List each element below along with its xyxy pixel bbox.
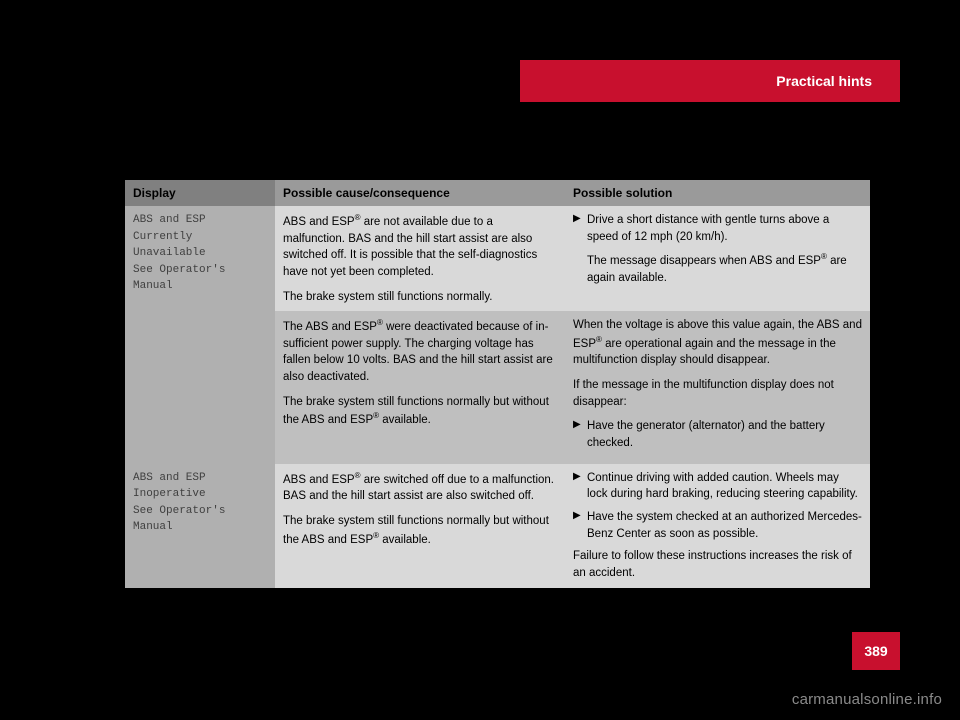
triangle-icon: ▶: [573, 418, 587, 451]
solution-para: When the voltage is above this value aga…: [573, 317, 862, 369]
triangle-icon: [573, 251, 587, 286]
bullet-text: Drive a short distance with gentle turns…: [587, 212, 862, 245]
cause-para: The brake system still functions normall…: [283, 289, 557, 306]
cause-para: ABS and ESP® are not available due to a …: [283, 212, 557, 281]
col-header-solution: Possible solution: [565, 180, 870, 206]
display-line: See Operator's Manual: [133, 503, 267, 536]
triangle-icon: ▶: [573, 509, 587, 542]
display-cell: ABS and ESPCurrently UnavailableSee Oper…: [125, 206, 275, 464]
bullet-text: Have the system checked at an authorized…: [587, 509, 862, 542]
solution-bullet: ▶Drive a short distance with gentle turn…: [573, 212, 862, 245]
solution-bullet: ▶Have the system checked at an authorize…: [573, 509, 862, 542]
cause-para: The ABS and ESP® were deactivated becaus…: [283, 317, 557, 386]
display-line: Currently Unavailable: [133, 229, 267, 262]
cause-cell: ABS and ESP® are switched off due to a m…: [275, 464, 565, 588]
table-row: ABS and ESPCurrently UnavailableSee Oper…: [125, 206, 870, 311]
table-row: ABS and ESPInoperativeSee Operator's Man…: [125, 464, 870, 588]
triangle-icon: ▶: [573, 212, 587, 245]
display-line: See Operator's Manual: [133, 262, 267, 295]
cause-cell: ABS and ESP® are not available due to a …: [275, 206, 565, 311]
cause-para: The brake system still functions normall…: [283, 513, 557, 548]
page-number: 389: [864, 643, 887, 659]
display-cell: ABS and ESPInoperativeSee Operator's Man…: [125, 464, 275, 588]
table-header-row: Display Possible cause/consequence Possi…: [125, 180, 870, 206]
bullet-text: Continue driving with added caution. Whe…: [587, 470, 862, 503]
solution-cell: When the voltage is above this value aga…: [565, 311, 870, 464]
section-tab-label: Practical hints: [776, 73, 872, 89]
display-line: ABS and ESP: [133, 470, 267, 487]
bullet-text: Have the generator (alternator) and the …: [587, 418, 862, 451]
solution-bullet: ▶Continue driving with added caution. Wh…: [573, 470, 862, 503]
display-line: Inoperative: [133, 486, 267, 503]
content-area: Display Possible cause/consequence Possi…: [125, 180, 870, 588]
solution-para: Failure to follow these instructions inc…: [573, 548, 862, 581]
col-header-cause: Possible cause/consequence: [275, 180, 565, 206]
col-header-display: Display: [125, 180, 275, 206]
triangle-icon: ▶: [573, 470, 587, 503]
bullet-text: The message disappears when ABS and ESP®…: [587, 251, 862, 286]
solution-bullet: ▶Have the generator (alternator) and the…: [573, 418, 862, 451]
watermark: carmanualsonline.info: [792, 691, 942, 708]
cause-para: The brake system still functions normall…: [283, 394, 557, 429]
solution-para: If the message in the multifunction disp…: [573, 377, 862, 410]
solution-bullet: The message disappears when ABS and ESP®…: [573, 251, 862, 286]
solution-cell: ▶Continue driving with added caution. Wh…: [565, 464, 870, 588]
diagnostics-table: Display Possible cause/consequence Possi…: [125, 180, 870, 588]
page-number-badge: 389: [852, 632, 900, 670]
cause-para: ABS and ESP® are switched off due to a m…: [283, 470, 557, 505]
solution-cell: ▶Drive a short distance with gentle turn…: [565, 206, 870, 311]
section-tab: Practical hints: [520, 60, 900, 102]
cause-cell: The ABS and ESP® were deactivated becaus…: [275, 311, 565, 464]
display-line: ABS and ESP: [133, 212, 267, 229]
